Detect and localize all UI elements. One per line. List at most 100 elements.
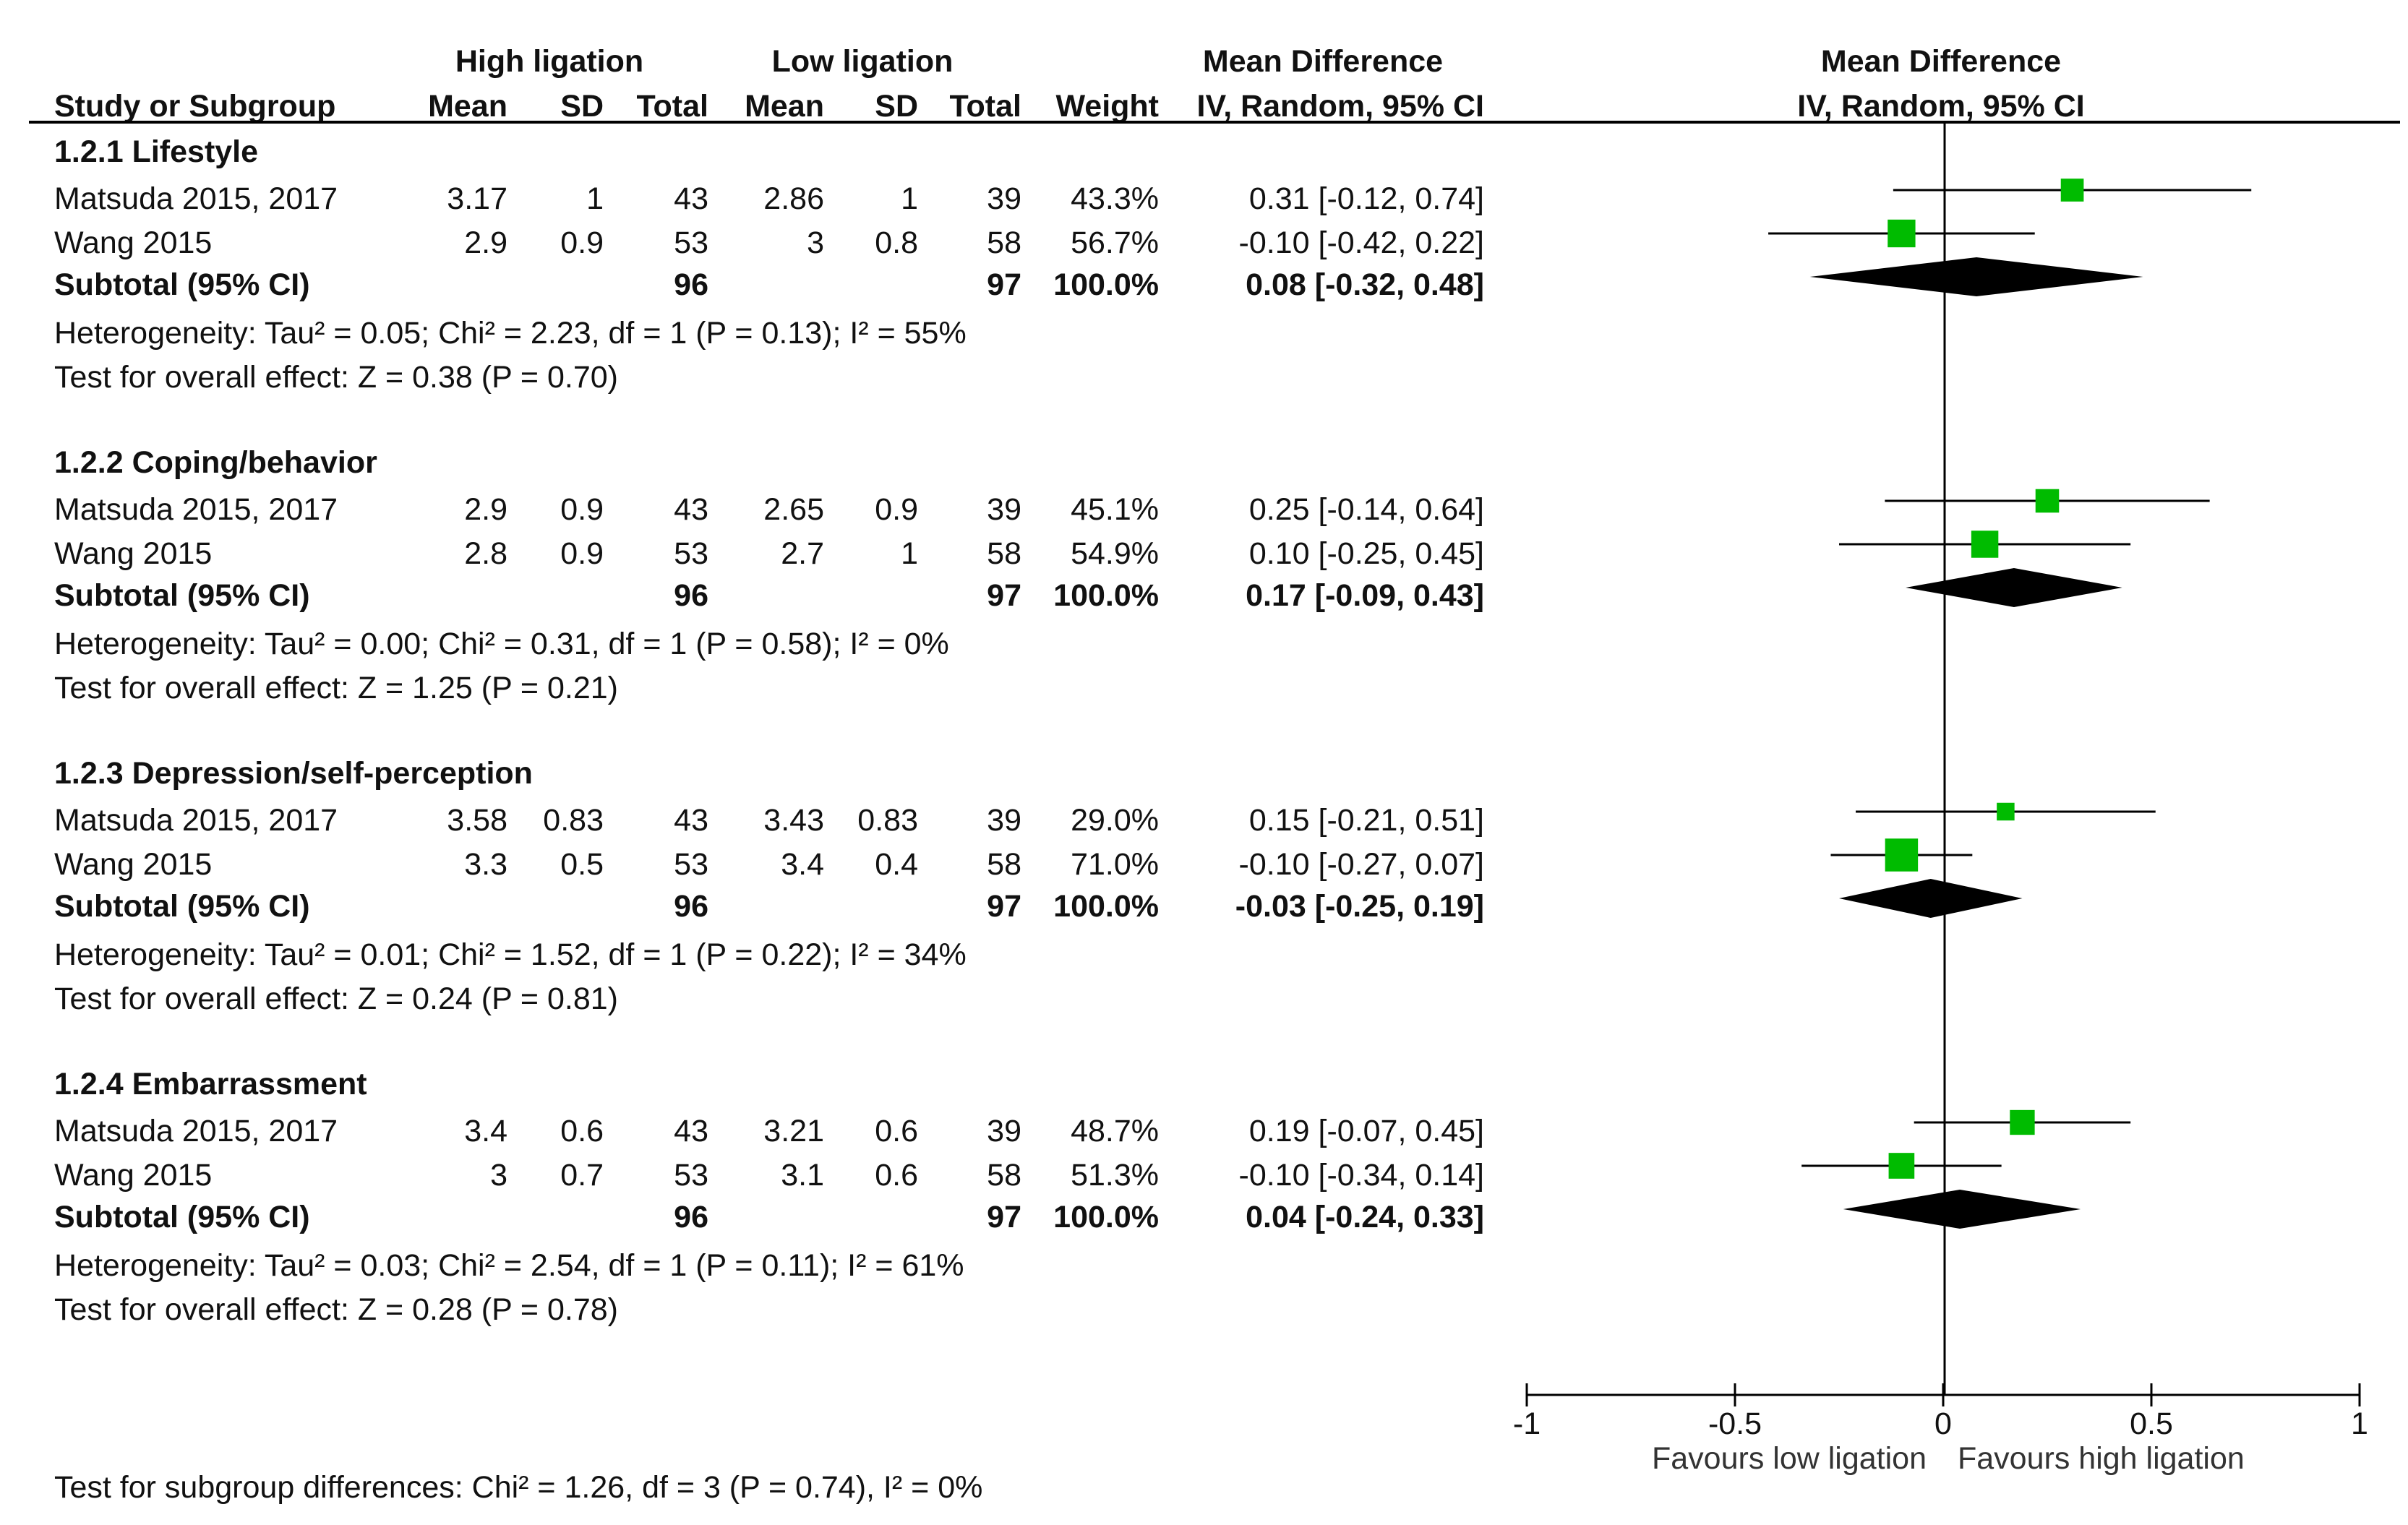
- favours-low-label: Favours low ligation: [1651, 1441, 1927, 1476]
- subtotal-weight: 100.0%: [1053, 889, 1159, 924]
- study-mean2: 3: [807, 225, 824, 260]
- study-ci: -0.10 [-0.42, 0.22]: [1238, 225, 1484, 260]
- subtotal-total1: 96: [674, 1200, 708, 1234]
- subtotal-diamond: [1906, 568, 2122, 607]
- col-sd2: SD: [875, 89, 918, 124]
- subtotal-ci: -0.03 [-0.25, 0.19]: [1235, 889, 1484, 924]
- study-weight: 71.0%: [1071, 847, 1159, 882]
- favours-high-label: Favours high ligation: [1958, 1441, 2245, 1476]
- study-total1: 43: [674, 1114, 708, 1148]
- study-weight: 43.3%: [1071, 181, 1159, 216]
- subtotal-label: Subtotal (95% CI): [54, 889, 310, 924]
- study-mean1: 3.17: [447, 181, 507, 216]
- subtotal-diamond: [1843, 1190, 2081, 1229]
- study-sd1: 0.83: [543, 803, 604, 838]
- study-mean2: 2.86: [763, 181, 824, 216]
- overall-effect-text: Test for overall effect: Z = 0.28 (P = 0…: [54, 1292, 618, 1327]
- study-name: Wang 2015: [54, 536, 213, 571]
- study-sd1: 0.9: [560, 536, 604, 571]
- subtotal-weight: 100.0%: [1053, 1200, 1159, 1234]
- study-mean1: 3: [490, 1158, 507, 1193]
- heterogeneity-text: Heterogeneity: Tau² = 0.03; Chi² = 2.54,…: [54, 1248, 964, 1283]
- subtotal-label: Subtotal (95% CI): [54, 578, 310, 613]
- study-weight: 48.7%: [1071, 1114, 1159, 1148]
- study-weight: 56.7%: [1071, 225, 1159, 260]
- col-total2: Total: [949, 89, 1021, 124]
- study-marker: [1888, 1153, 1915, 1179]
- study-mean2: 3.1: [781, 1158, 824, 1193]
- subtotal-total1: 96: [674, 889, 708, 924]
- study-ci: 0.19 [-0.07, 0.45]: [1248, 1114, 1484, 1148]
- subgroup-title: 1.2.4 Embarrassment: [54, 1067, 367, 1101]
- study-name: Matsuda 2015, 2017: [54, 181, 338, 216]
- study-total2: 58: [987, 847, 1021, 882]
- study-total2: 39: [987, 1114, 1021, 1148]
- plot-subtitle: IV, Random, 95% CI: [1797, 89, 2085, 124]
- heterogeneity-text: Heterogeneity: Tau² = 0.05; Chi² = 2.23,…: [54, 316, 967, 351]
- subtotal-total1: 96: [674, 578, 708, 613]
- col-total1: Total: [636, 89, 708, 124]
- x-axis-ticks: [1525, 1383, 2361, 1406]
- study-sd1: 0.7: [560, 1158, 604, 1193]
- study-name: Matsuda 2015, 2017: [54, 1114, 338, 1148]
- study-ci: 0.31 [-0.12, 0.74]: [1248, 181, 1484, 216]
- study-mean1: 2.8: [464, 536, 507, 571]
- col-study: Study or Subgroup: [54, 89, 336, 124]
- subtotal-total2: 97: [987, 578, 1021, 613]
- study-sd1: 0.9: [560, 225, 604, 260]
- study-ci: -0.10 [-0.27, 0.07]: [1238, 847, 1484, 882]
- study-total1: 43: [674, 492, 708, 527]
- overall-effect-text: Test for overall effect: Z = 0.38 (P = 0…: [54, 360, 618, 395]
- subtotal-ci: 0.17 [-0.09, 0.43]: [1246, 578, 1484, 613]
- study-mean2: 2.7: [781, 536, 824, 571]
- subtotal-total1: 96: [674, 267, 708, 302]
- overall-effect-text: Test for overall effect: Z = 0.24 (P = 0…: [54, 981, 618, 1016]
- study-marker: [2060, 179, 2084, 202]
- study-total2: 39: [987, 492, 1021, 527]
- subgroup-differences-text: Test for subgroup differences: Chi² = 1.…: [54, 1470, 983, 1505]
- col-mean1: Mean: [428, 89, 507, 124]
- study-name: Matsuda 2015, 2017: [54, 492, 338, 527]
- study-marker: [1885, 838, 1919, 872]
- study-total1: 53: [674, 847, 708, 882]
- study-mean2: 3.4: [781, 847, 824, 882]
- study-total1: 43: [674, 181, 708, 216]
- heterogeneity-text: Heterogeneity: Tau² = 0.00; Chi² = 0.31,…: [54, 627, 949, 661]
- study-sd2: 0.6: [875, 1158, 918, 1193]
- study-weight: 29.0%: [1071, 803, 1159, 838]
- overall-effect-text: Test for overall effect: Z = 1.25 (P = 0…: [54, 671, 618, 705]
- subtotal-diamond: [1809, 257, 2143, 296]
- col-weight: Weight: [1055, 89, 1159, 124]
- heterogeneity-text: Heterogeneity: Tau² = 0.01; Chi² = 1.52,…: [54, 937, 967, 972]
- subtotal-label: Subtotal (95% CI): [54, 1200, 310, 1234]
- subtotal-label: Subtotal (95% CI): [54, 267, 310, 302]
- subgroup-title: 1.2.2 Coping/behavior: [54, 445, 377, 480]
- study-total1: 53: [674, 1158, 708, 1193]
- col-mean2: Mean: [745, 89, 824, 124]
- study-ci: 0.25 [-0.14, 0.64]: [1248, 492, 1484, 527]
- tick-label: 0.5: [2130, 1406, 2173, 1441]
- study-ci: -0.10 [-0.34, 0.14]: [1238, 1158, 1484, 1193]
- study-mean2: 3.43: [763, 803, 824, 838]
- subtotal-weight: 100.0%: [1053, 267, 1159, 302]
- study-total1: 53: [674, 536, 708, 571]
- subgroup-title: 1.2.3 Depression/self-perception: [54, 756, 533, 791]
- col-sd1: SD: [560, 89, 604, 124]
- study-mean1: 2.9: [464, 225, 507, 260]
- subtotal-total2: 97: [987, 1200, 1021, 1234]
- study-mean1: 3.4: [464, 1114, 507, 1148]
- subtotal-weight: 100.0%: [1053, 578, 1159, 613]
- study-mean2: 3.21: [763, 1114, 824, 1148]
- subtotal-total2: 97: [987, 889, 1021, 924]
- tick-label: 1: [2351, 1406, 2368, 1441]
- plot-header: Mean Difference: [1820, 44, 2062, 79]
- study-name: Wang 2015: [54, 1158, 213, 1193]
- study-weight: 54.9%: [1071, 536, 1159, 571]
- study-sd2: 0.9: [875, 492, 918, 527]
- study-total2: 39: [987, 803, 1021, 838]
- tick-label: -0.5: [1708, 1406, 1762, 1441]
- study-sd2: 1: [901, 536, 918, 571]
- study-marker: [1997, 802, 2015, 821]
